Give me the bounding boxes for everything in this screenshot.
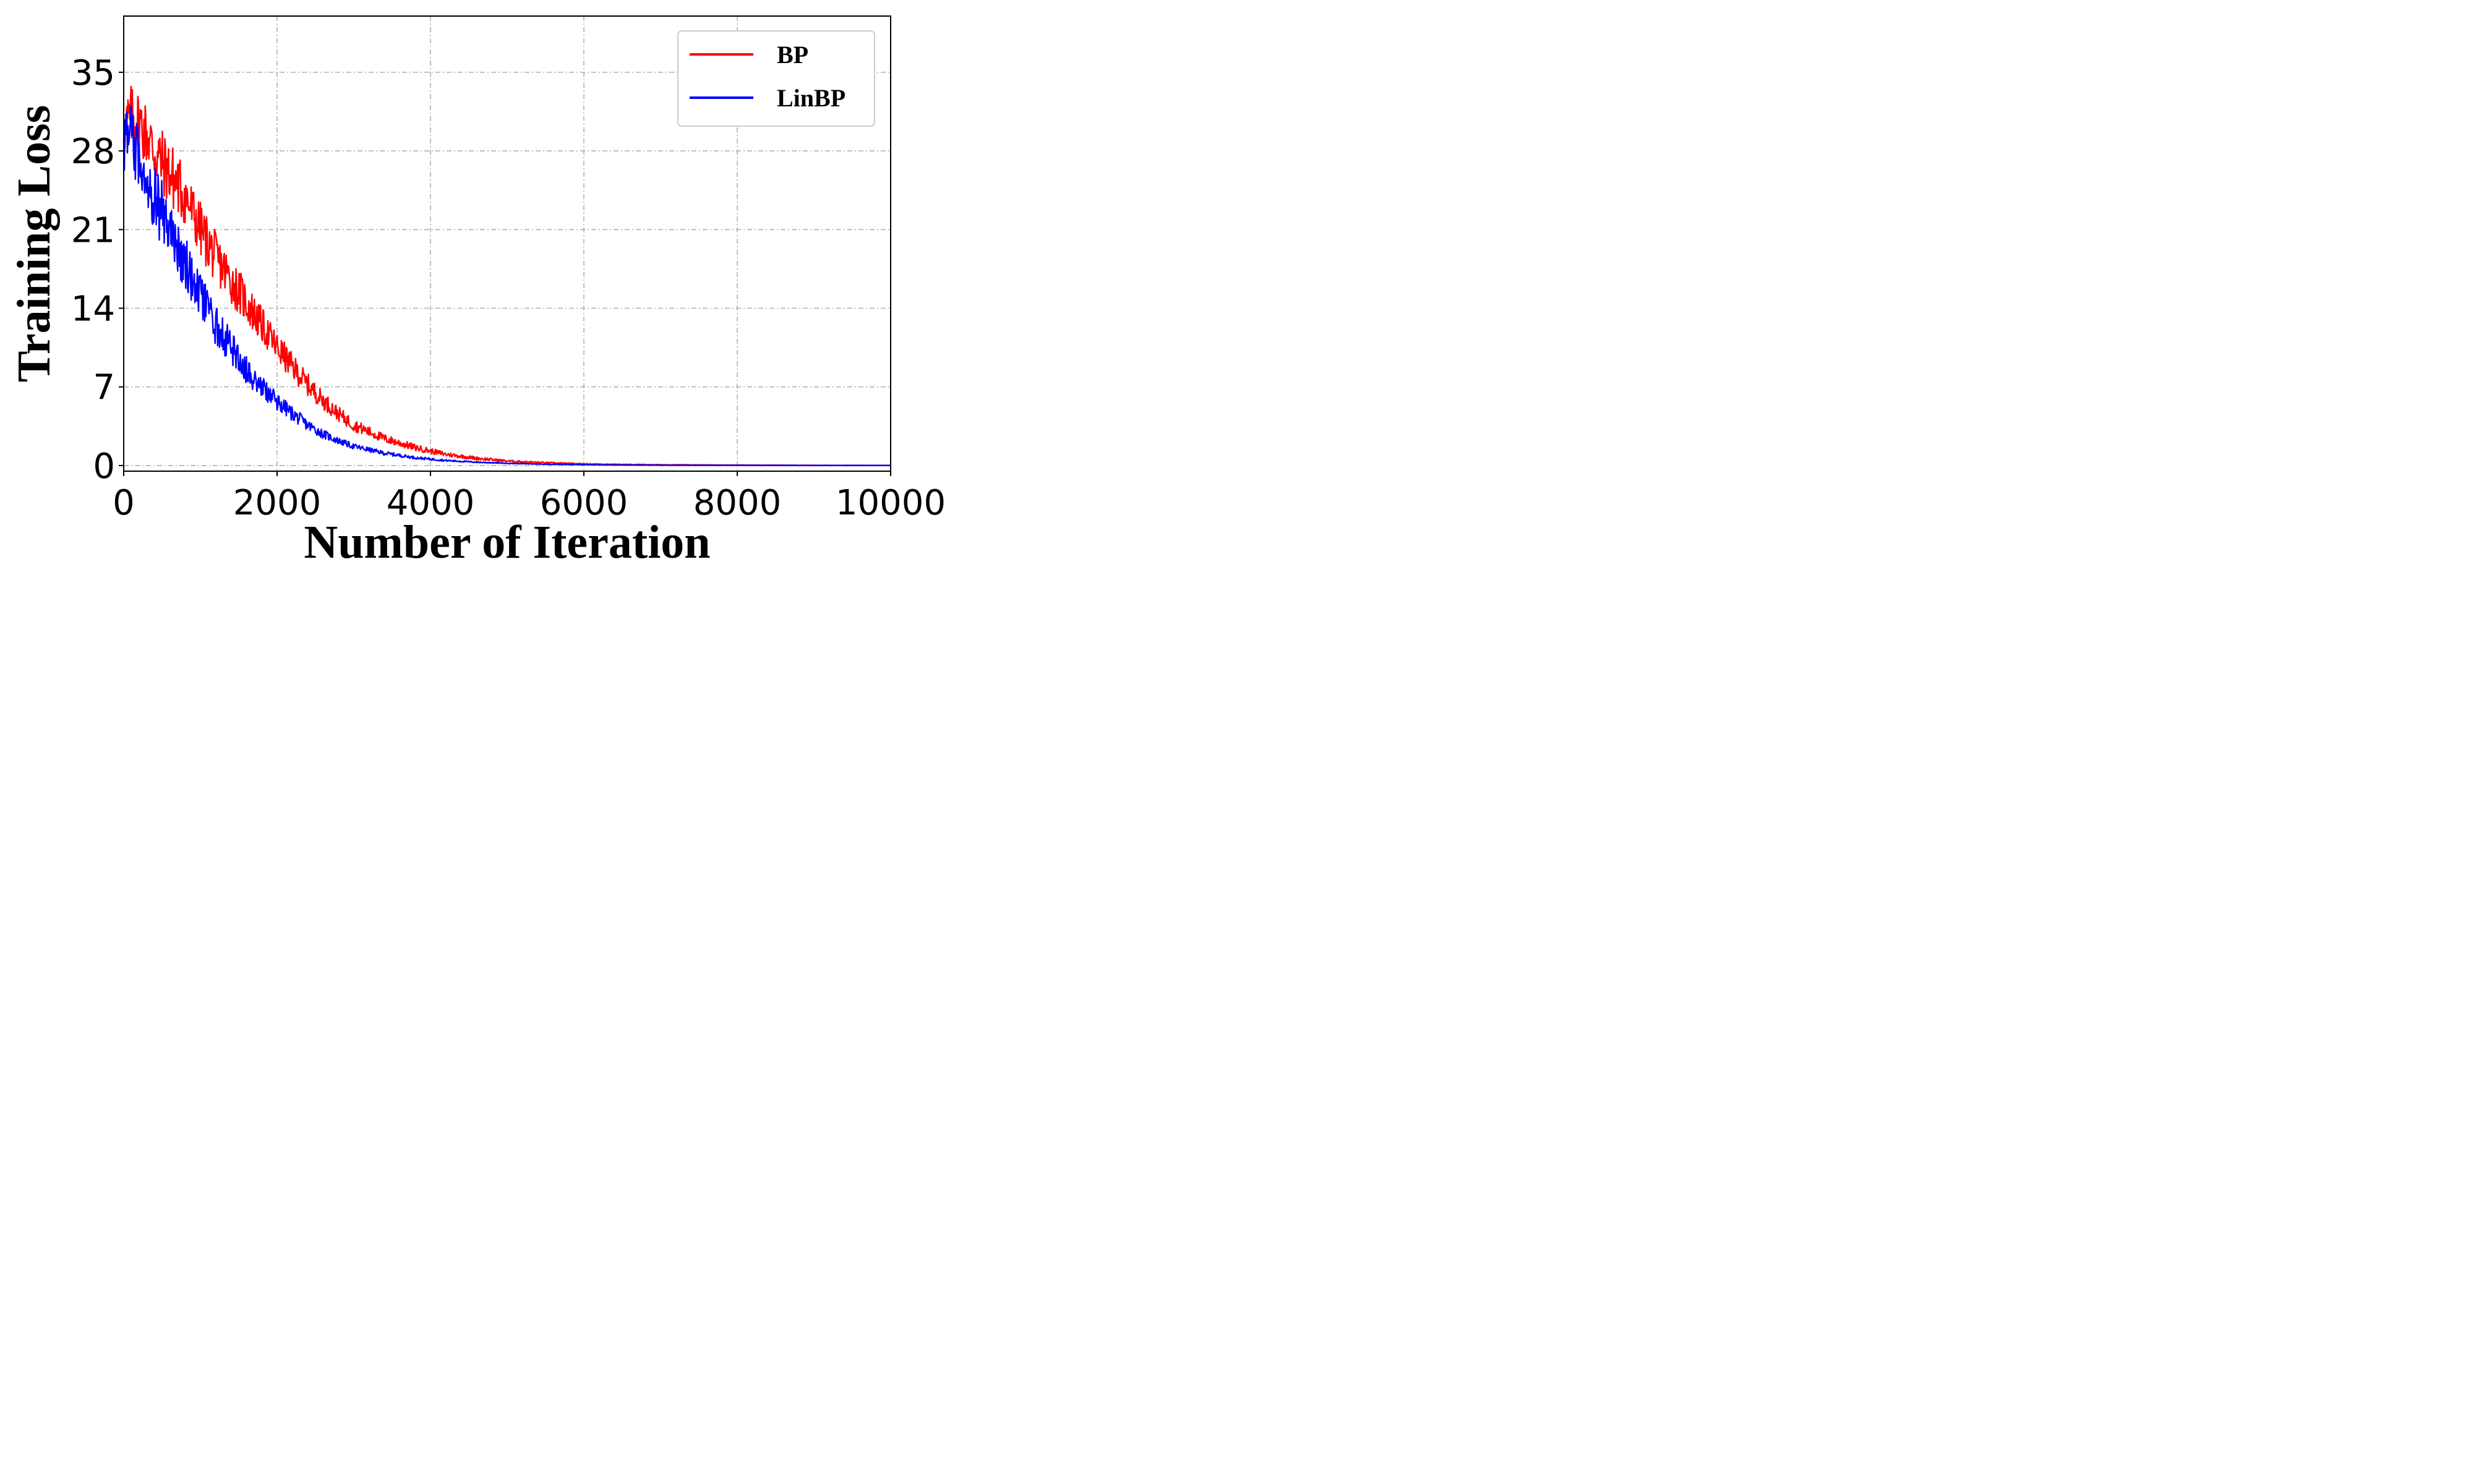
x-axis-title: Number of Iteration	[304, 516, 710, 568]
y-tick-label: 35	[71, 53, 115, 93]
y-tick-label: 21	[71, 210, 115, 250]
series-line-bp	[122, 85, 891, 467]
y-axis-title: Training Loss	[8, 105, 60, 382]
y-tick-label: 28	[71, 132, 115, 172]
series-line-linbp	[122, 105, 891, 467]
plot-frame	[123, 15, 891, 472]
x-tick-label: 10000	[836, 483, 946, 523]
legend: BP LinBP	[677, 30, 875, 127]
x-tick-label: 6000	[540, 483, 628, 523]
y-tick-label: 14	[71, 289, 115, 329]
legend-label-bp: BP	[777, 41, 808, 69]
y-tick-label: 7	[93, 368, 115, 408]
y-tick-label: 0	[93, 446, 115, 487]
x-tick-label: 2000	[233, 483, 322, 523]
x-tick-label: 4000	[387, 483, 475, 523]
y-axis-ticks: 0 7 14 21 28 35	[71, 53, 124, 487]
training-loss-chart: 0 2000 4000 6000 8000 10000 0 7 14 21 28 35 Number…	[8, 15, 946, 568]
series-layer	[122, 85, 891, 467]
legend-label-linbp: LinBP	[777, 84, 845, 112]
x-axis-ticks: 0 2000 4000 6000 8000 10000	[113, 471, 946, 523]
x-tick-label: 0	[113, 483, 135, 523]
x-tick-label: 8000	[693, 483, 782, 523]
